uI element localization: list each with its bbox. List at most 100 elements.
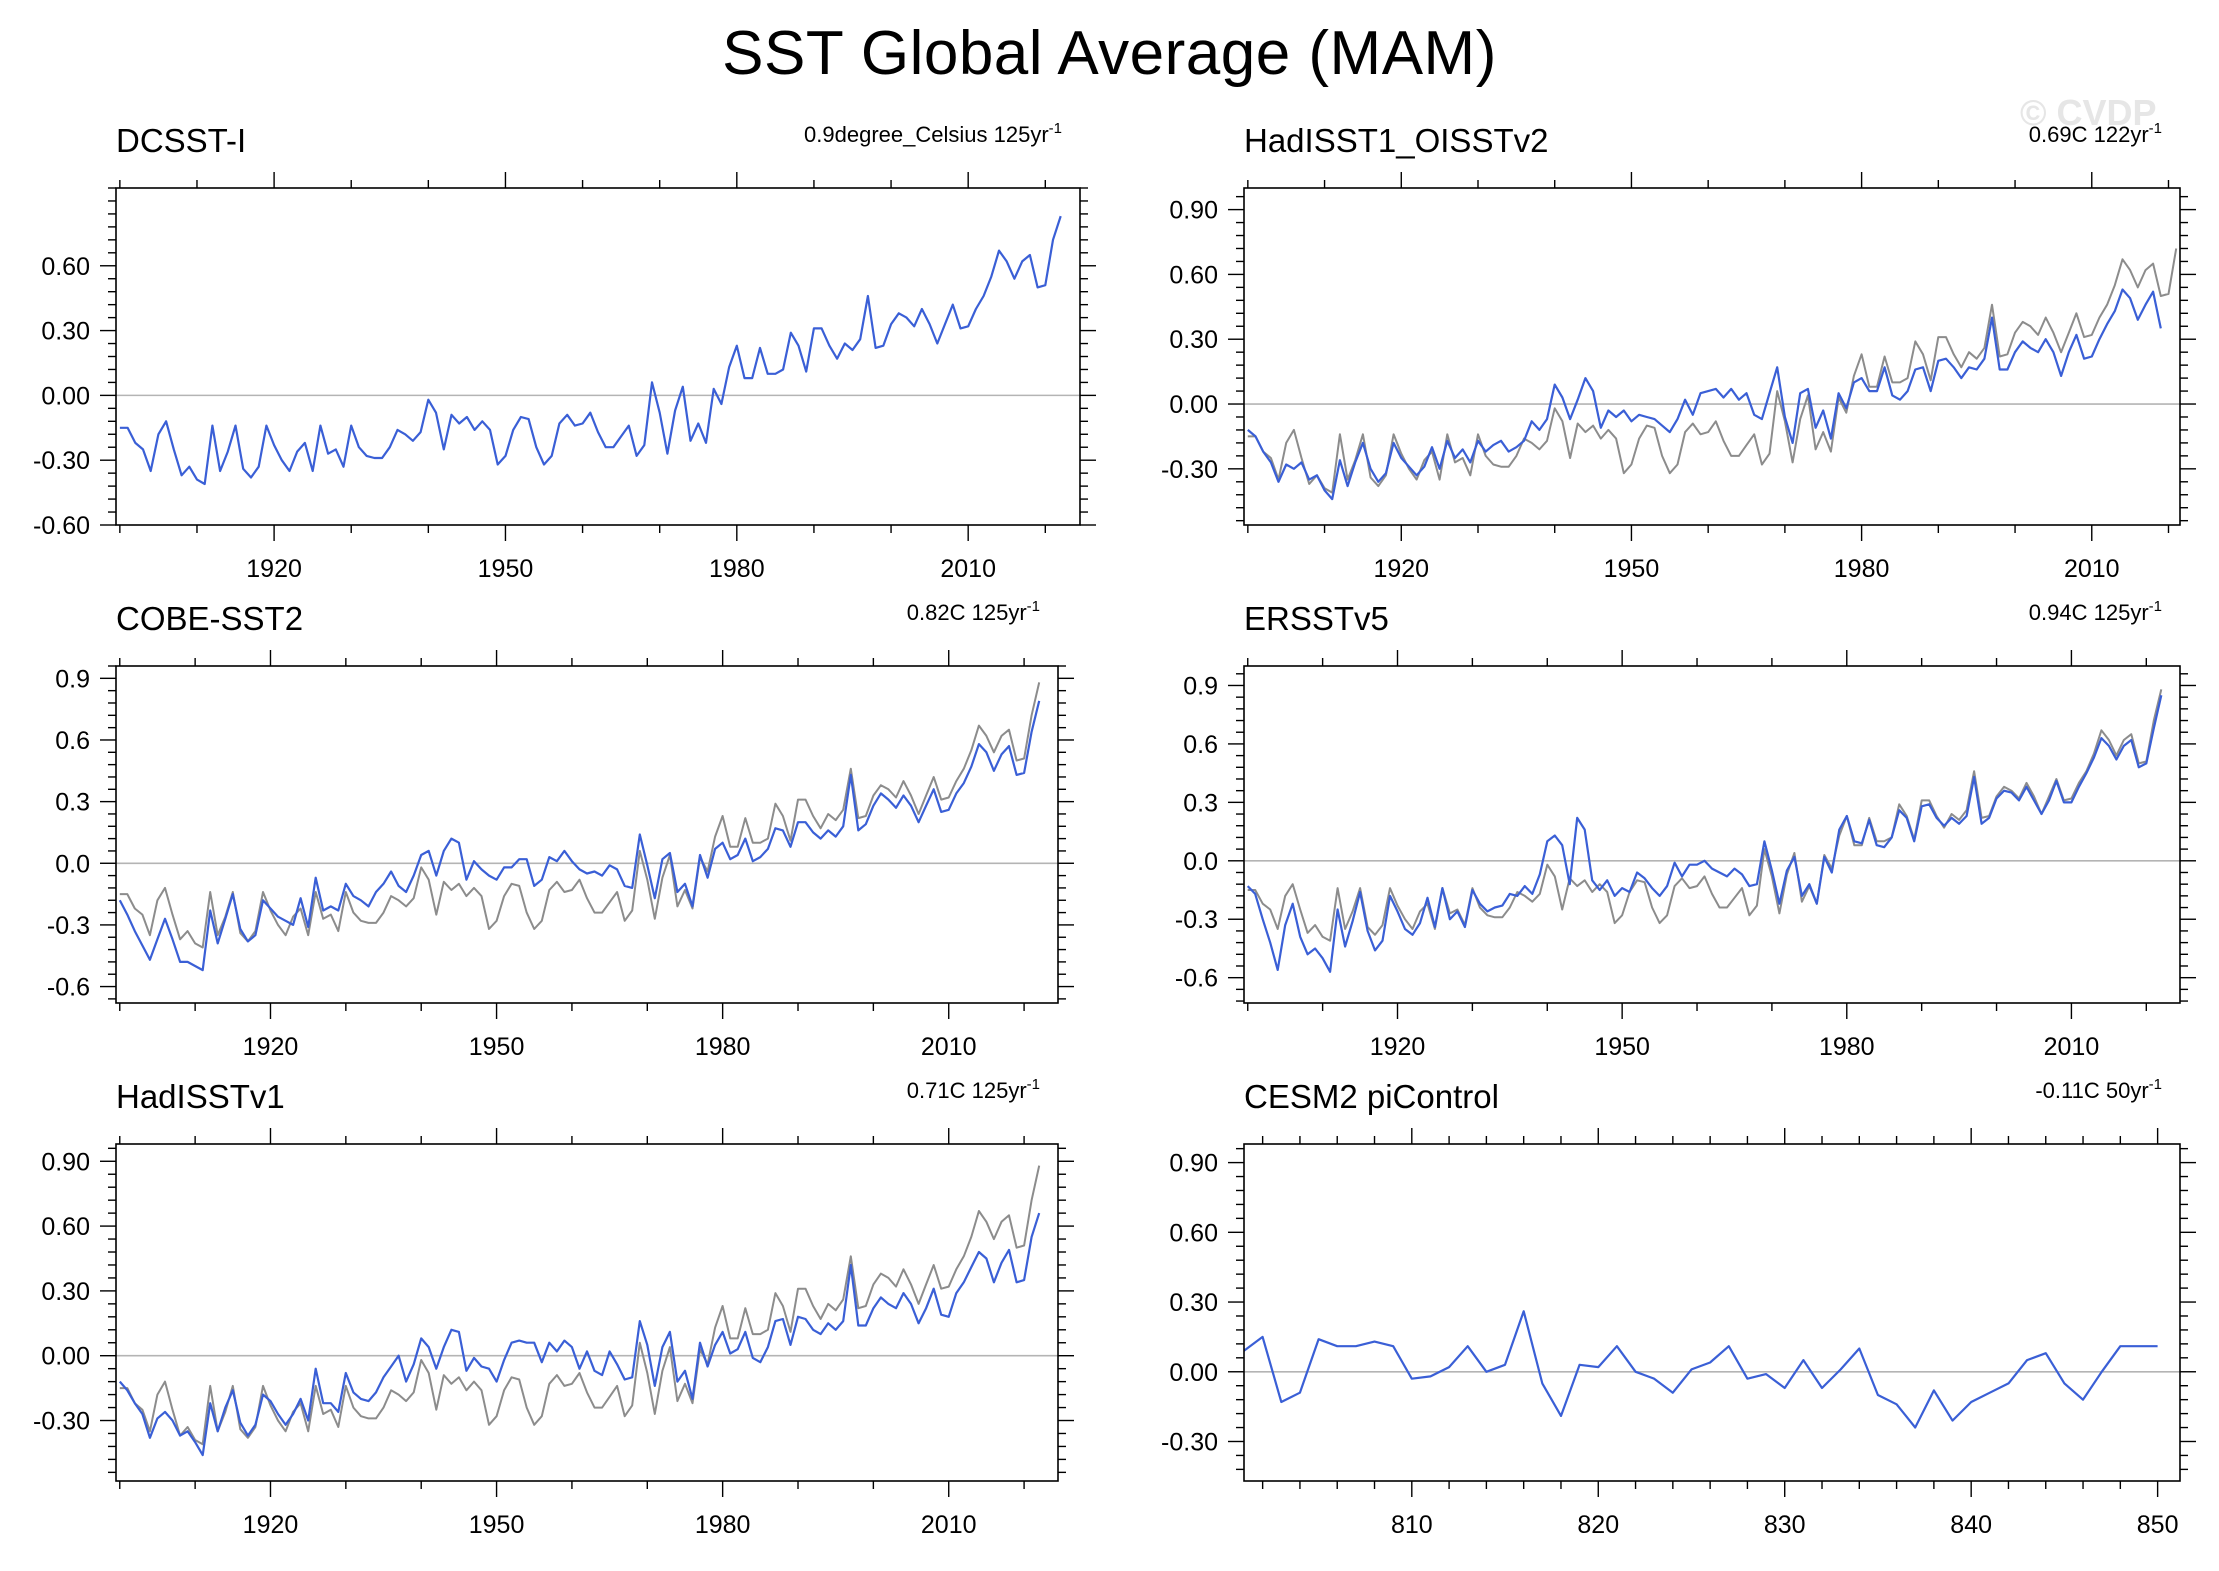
trend-annotation: -0.11C 50yr-1 xyxy=(2035,1076,2162,1103)
x-tick-label: 820 xyxy=(1577,1511,1619,1539)
y-tick-label: -0.30 xyxy=(33,1408,90,1436)
x-tick-label: 1950 xyxy=(478,555,534,583)
series-line-hadisst1-oisstv2 xyxy=(1247,288,2162,501)
x-tick-label: 2010 xyxy=(2044,1033,2100,1061)
watermark: © CVDP xyxy=(2020,92,2157,133)
trend-superscript: -1 xyxy=(1027,1076,1040,1093)
trend-text: 0.69C 122yr xyxy=(2029,122,2149,147)
x-tick-label: 1950 xyxy=(1594,1033,1650,1061)
panel-title: DCSST-I xyxy=(116,122,246,159)
trend-text: 0.94C 125yr xyxy=(2029,600,2149,625)
y-tick-label: 0.6 xyxy=(1183,731,1218,759)
x-tick-label: 1950 xyxy=(1604,555,1660,583)
y-tick-label: 0.60 xyxy=(1169,1219,1218,1247)
y-tick-label: 0.00 xyxy=(1169,1359,1218,1387)
x-tick-label: 1980 xyxy=(1834,555,1890,583)
x-tick-label: 2010 xyxy=(2064,555,2120,583)
x-tick-label: 1920 xyxy=(1373,555,1429,583)
y-tick-label: -0.6 xyxy=(47,974,90,1002)
trend-annotation: 0.94C 125yr-1 xyxy=(2029,598,2162,625)
x-tick-label: 840 xyxy=(1950,1511,1992,1539)
panel-cesm2-picontrol: -0.30 0.00 0.30 0.60 0.90 810 820 830 840 850 CESM… xyxy=(1161,1076,2196,1539)
x-tick-label: 1980 xyxy=(695,1511,751,1539)
series-line-dcsst-i-reference xyxy=(1247,248,2178,494)
y-tick-label: -0.30 xyxy=(33,447,90,475)
trend-superscript: -1 xyxy=(1049,120,1062,137)
y-tick-label: 0.60 xyxy=(1169,261,1218,289)
plot-frame xyxy=(115,665,1059,1004)
y-tick-label: 0.30 xyxy=(41,1278,90,1306)
y-tick-label: 0.30 xyxy=(1169,326,1218,354)
plot-frame xyxy=(115,1143,1059,1482)
y-tick-label: 0.00 xyxy=(41,382,90,410)
y-tick-label: -0.3 xyxy=(47,912,90,940)
trend-text: 0.71C 125yr xyxy=(907,1078,1027,1103)
trend-annotation: 0.71C 125yr-1 xyxy=(907,1076,1040,1103)
y-tick-label: 0.90 xyxy=(1169,197,1218,225)
y-tick-label: 0.0 xyxy=(55,850,90,878)
x-tick-label: 1980 xyxy=(695,1033,751,1061)
x-tick-label: 1920 xyxy=(246,555,302,583)
series-line-dcsst-i xyxy=(119,215,1062,486)
panel-title: ERSSTv5 xyxy=(1244,600,1389,637)
x-tick-label: 830 xyxy=(1764,1511,1806,1539)
x-tick-label: 2010 xyxy=(921,1033,977,1061)
panel-title: CESM2 piControl xyxy=(1244,1078,1499,1115)
y-tick-label: 0.9 xyxy=(55,665,90,693)
y-tick-label: 0.0 xyxy=(1183,848,1218,876)
main-title: SST Global Average (MAM) xyxy=(722,19,1497,88)
trend-annotation: 0.82C 125yr-1 xyxy=(907,598,1040,625)
y-tick-label: 0.60 xyxy=(41,253,90,281)
series-line-cesm2-picontrol xyxy=(1243,1310,2158,1429)
plot-frame xyxy=(1243,665,2181,1004)
trend-superscript: -1 xyxy=(2149,120,2162,137)
y-tick-label: 0.00 xyxy=(41,1343,90,1371)
y-tick-label: 0.00 xyxy=(1169,391,1218,419)
series-line-dcsst-i-reference xyxy=(119,682,1041,949)
y-tick-label: 0.3 xyxy=(55,789,90,817)
y-tick-label: -0.3 xyxy=(1175,906,1218,934)
y-tick-label: 0.3 xyxy=(1183,789,1218,817)
y-tick-label: -0.30 xyxy=(1161,456,1218,484)
trend-text: 0.9degree_Celsius 125yr xyxy=(804,122,1049,147)
x-tick-label: 810 xyxy=(1391,1511,1433,1539)
panel-title: COBE-SST2 xyxy=(116,600,303,637)
x-tick-label: 850 xyxy=(2137,1511,2179,1539)
y-tick-label: 0.9 xyxy=(1183,672,1218,700)
panel-cobe-sst2: -0.6 -0.3 0.0 0.3 0.6 0.9 1920 1950 1980 2010 COBE… xyxy=(47,598,1074,1061)
panel-hadisst1-oisstv2: -0.30 0.00 0.30 0.60 0.90 1920 1950 1980 2010 Had… xyxy=(1161,120,2196,583)
panel-hadisstv1: -0.30 0.00 0.30 0.60 0.90 1920 1950 1980 2010 Had… xyxy=(33,1076,1074,1539)
x-tick-label: 1980 xyxy=(1819,1033,1875,1061)
trend-superscript: -1 xyxy=(2149,1076,2162,1093)
x-tick-label: 1920 xyxy=(243,1033,299,1061)
y-tick-label: 0.30 xyxy=(41,318,90,346)
panel-title: HadISSTv1 xyxy=(116,1078,285,1115)
y-tick-label: 0.30 xyxy=(1169,1289,1218,1317)
trend-superscript: -1 xyxy=(1027,598,1040,615)
x-tick-label: 1980 xyxy=(709,555,765,583)
x-tick-label: 1920 xyxy=(1370,1033,1426,1061)
plot-frame xyxy=(1243,1143,2181,1482)
x-tick-label: 2010 xyxy=(940,555,996,583)
y-tick-label: -0.30 xyxy=(1161,1428,1218,1456)
series-line-hadisstv1 xyxy=(118,1212,1041,1457)
series-line-cobe-sst2 xyxy=(118,700,1041,972)
trend-superscript: -1 xyxy=(2149,598,2162,615)
y-tick-label: 0.60 xyxy=(41,1213,90,1241)
x-tick-label: 1950 xyxy=(469,1033,525,1061)
y-tick-label: 0.90 xyxy=(1169,1150,1218,1178)
panel-dcsst-i: -0.60 -0.30 0.00 0.30 0.60 1920 1950 1980 2010 DC… xyxy=(33,120,1096,583)
trend-annotation: 0.9degree_Celsius 125yr-1 xyxy=(804,120,1062,147)
trend-annotation: 0.69C 122yr-1 xyxy=(2029,120,2162,147)
series-line-dcsst-i-reference xyxy=(119,1165,1041,1446)
panel-ersstv5: -0.6 -0.3 0.0 0.3 0.6 0.9 1920 1950 1980 2010 ERSS… xyxy=(1175,598,2196,1061)
trend-text: -0.11C 50yr xyxy=(2035,1078,2148,1103)
x-tick-label: 1920 xyxy=(243,1511,299,1539)
plot-frame xyxy=(1243,187,2181,526)
panel-title: HadISST1_OISSTv2 xyxy=(1244,122,1548,159)
trend-text: 0.82C 125yr xyxy=(907,600,1027,625)
y-tick-label: 0.90 xyxy=(41,1148,90,1176)
series-line-ersstv5 xyxy=(1246,694,2163,973)
y-tick-label: -0.60 xyxy=(33,512,90,540)
